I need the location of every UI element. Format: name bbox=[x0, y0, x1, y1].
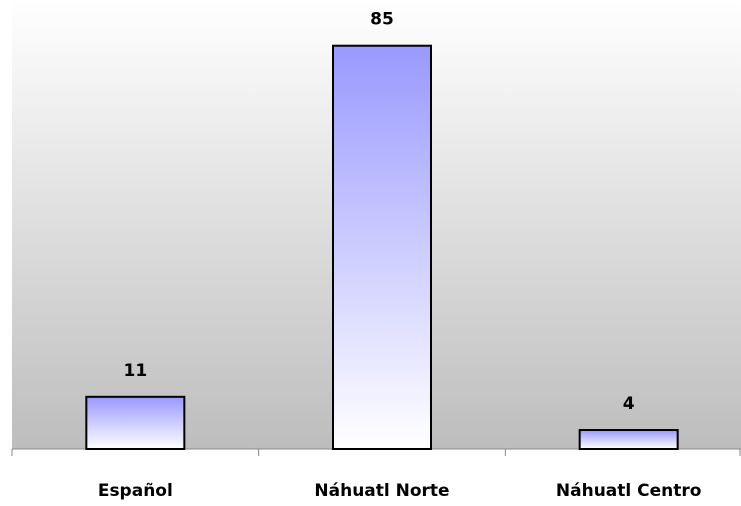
x-tick-label: Náhuatl Centro bbox=[556, 481, 702, 501]
data-label: 85 bbox=[370, 10, 394, 30]
data-label: 11 bbox=[123, 361, 147, 381]
bar bbox=[332, 44, 432, 450]
x-tick-label: Náhuatl Norte bbox=[314, 481, 449, 501]
x-tick-label: Español bbox=[98, 481, 173, 501]
bar bbox=[578, 429, 679, 450]
bar bbox=[85, 395, 186, 450]
data-label: 4 bbox=[623, 394, 635, 414]
